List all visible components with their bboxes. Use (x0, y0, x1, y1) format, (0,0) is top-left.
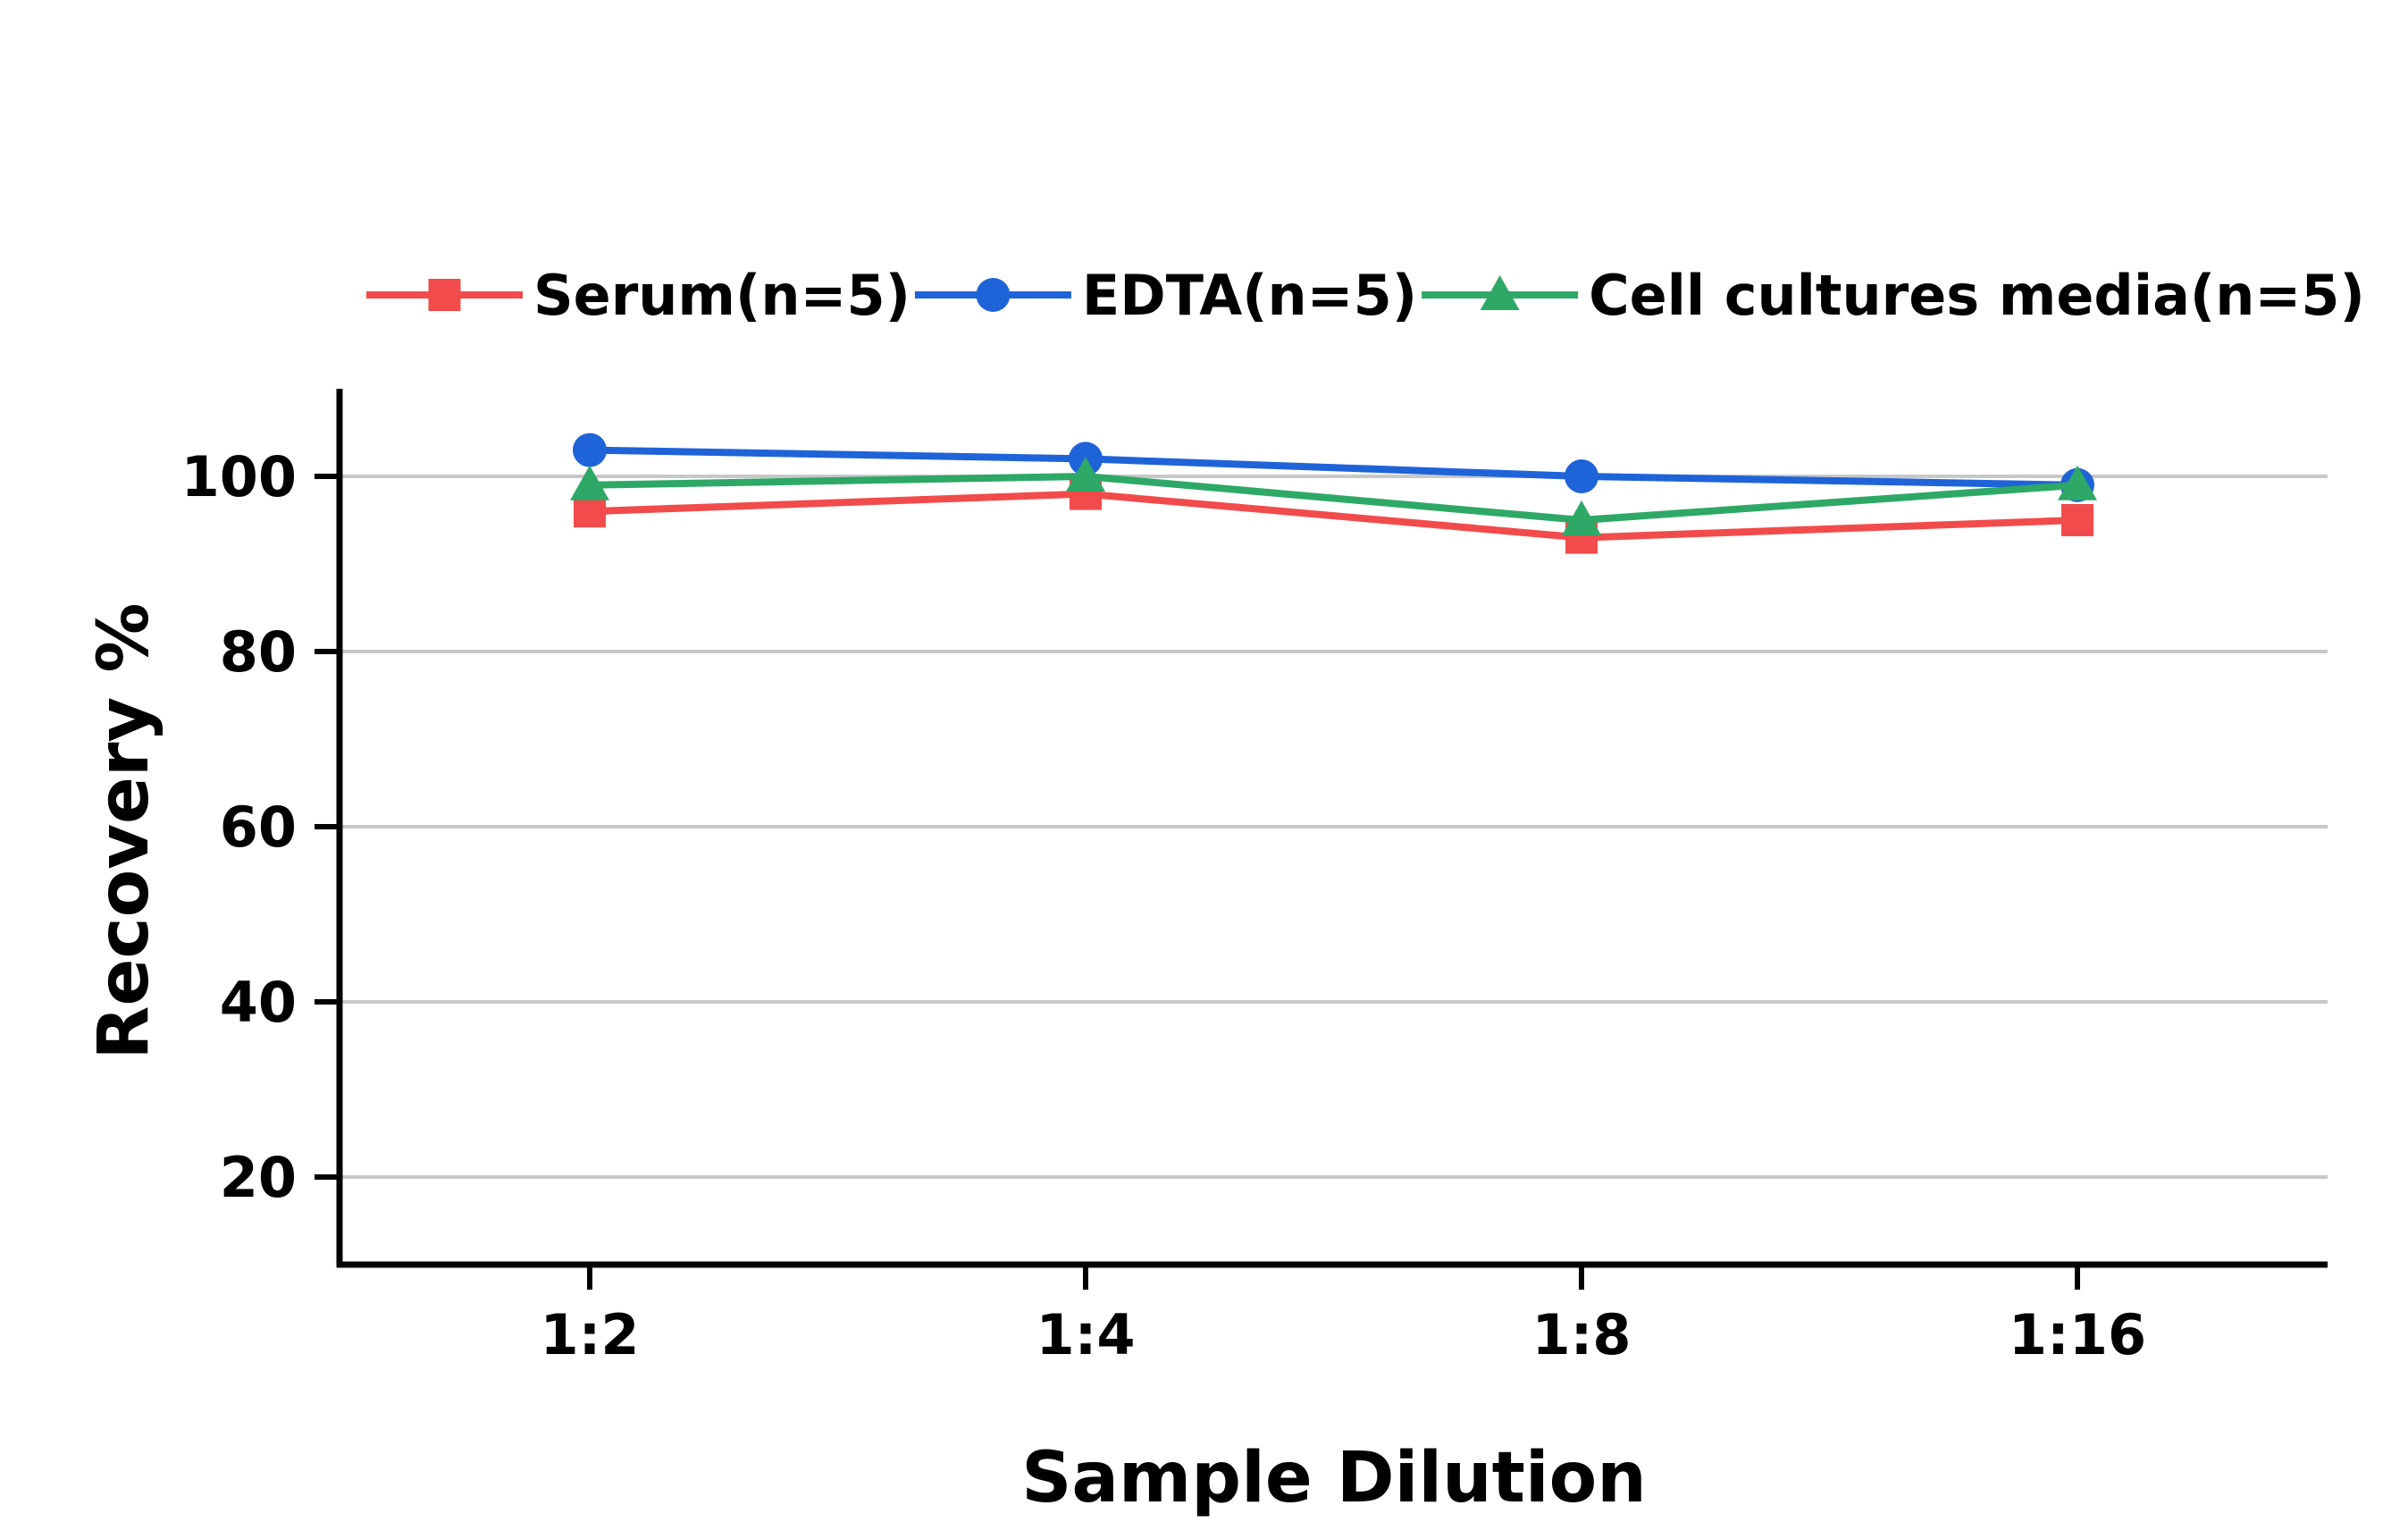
x-tick-label: 1:2 (540, 1302, 639, 1367)
data-point-circle (1565, 459, 1598, 493)
data-point-triangle (2058, 465, 2097, 500)
x-axis-title: Sample Dilution (1021, 1438, 1647, 1518)
series-line-1 (589, 446, 2078, 489)
legend: Serum(n=5) EDTA(n=5) Cell cultures media(n… (366, 263, 2365, 328)
data-point-triangle (1562, 500, 1601, 535)
data-point-square (2061, 504, 2093, 536)
y-axis-title: Recovery % (84, 602, 164, 1059)
series-line-0 (589, 490, 2078, 542)
data-point-circle (573, 433, 607, 467)
legend-label: EDTA(n=5) (1082, 263, 1417, 328)
legend-marker-triangle (1480, 275, 1520, 310)
legend-label: Cell cultures media(n=5) (1589, 263, 2365, 328)
y-tick-label: 40 (220, 970, 297, 1035)
y-tick-label: 80 (220, 619, 297, 685)
data-point-square (574, 495, 606, 528)
x-tick-label: 1:16 (2009, 1302, 2146, 1367)
data-point-triangle (570, 465, 609, 500)
legend-marker-circle (976, 278, 1011, 312)
y-tick-label: 100 (181, 444, 297, 509)
series-line-2 (589, 473, 2078, 524)
legend-marker-square (428, 279, 461, 311)
legend-label: Serum(n=5) (533, 263, 910, 328)
gridlines (340, 475, 2328, 1179)
y-tick-label: 20 (220, 1145, 297, 1210)
series-lines (570, 433, 2097, 554)
x-tick-label: 1:4 (1036, 1302, 1135, 1367)
y-tick-label: 60 (220, 795, 297, 860)
axes: 20 40 60 80 100 1:2 1:4 1:8 1:16 (181, 389, 2328, 1367)
x-tick-label: 1:8 (1531, 1302, 1631, 1367)
data-point-triangle (1066, 457, 1105, 492)
